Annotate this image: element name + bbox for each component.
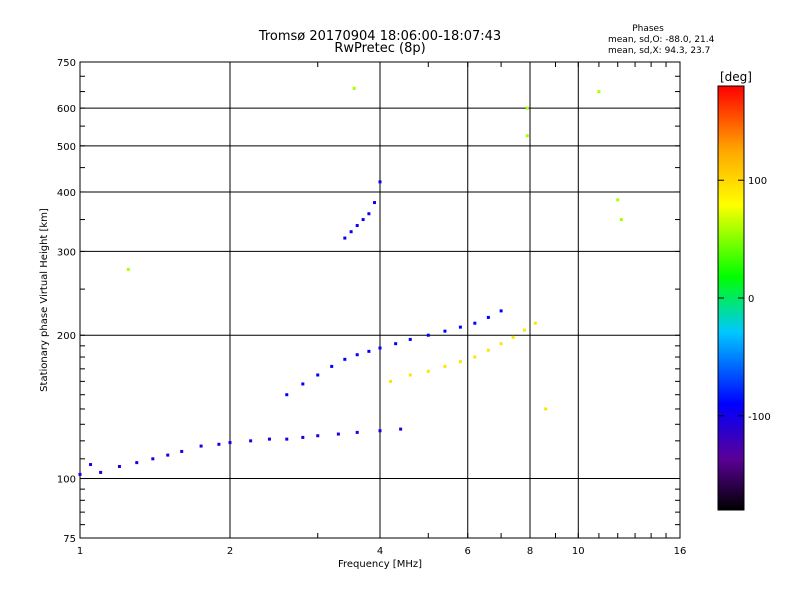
data-point: [525, 134, 529, 138]
data-point: [316, 434, 320, 438]
data-point: [399, 427, 403, 431]
data-point: [117, 464, 121, 468]
data-point: [511, 335, 515, 339]
y-tick-label: 300: [57, 247, 76, 258]
data-point: [486, 315, 490, 319]
data-point: [426, 333, 430, 337]
data-point: [285, 393, 289, 397]
y-tick-label: 200: [57, 331, 76, 342]
x-axis-label: Frequency [MHz]: [338, 559, 422, 570]
x-tick-label: 8: [527, 546, 533, 557]
data-point: [616, 198, 620, 202]
data-point: [523, 328, 527, 332]
x-tick-label: 16: [674, 546, 687, 557]
y-tick-label: 500: [57, 142, 76, 153]
data-point: [151, 457, 155, 461]
y-tick-label: 600: [57, 104, 76, 115]
y-tick-label: 100: [57, 475, 76, 486]
data-point: [228, 441, 232, 445]
data-point: [78, 472, 82, 476]
data-point: [355, 430, 359, 434]
data-point: [166, 453, 170, 457]
data-point: [361, 218, 365, 222]
data-point: [330, 364, 334, 368]
y-tick-label: 400: [57, 188, 76, 199]
data-point: [343, 236, 347, 240]
x-tick-label: 2: [227, 546, 233, 557]
data-point: [343, 357, 347, 361]
data-point: [619, 218, 623, 222]
phase-info-x: mean, sd,X: 94.3, 23.7: [608, 46, 710, 56]
phase-info-heading: Phases: [632, 24, 664, 34]
data-point: [499, 342, 503, 346]
chart-subtitle: RwPretec (8p): [334, 41, 425, 56]
data-point: [135, 461, 139, 465]
colorbar-ticks: 100 0 -100: [718, 176, 771, 423]
data-point: [367, 212, 371, 216]
data-point: [378, 429, 382, 433]
data-points: [78, 86, 623, 476]
data-point: [316, 373, 320, 377]
data-point: [458, 325, 462, 329]
data-point: [597, 90, 601, 94]
data-point: [285, 437, 289, 441]
axis-ticks: 1 2 4 6 8 10 16 75 100 200 300 400 500 600 750: [57, 58, 686, 557]
x-tick-label: 4: [377, 546, 383, 557]
chart-title: Tromsø 20170904 18:06:00-18:07:43: [258, 29, 501, 44]
x-tick-label: 10: [572, 546, 585, 557]
data-point: [99, 470, 103, 474]
data-point: [394, 342, 398, 346]
data-point: [486, 348, 490, 352]
data-point: [126, 267, 130, 271]
data-point: [367, 349, 371, 353]
phase-info-o: mean, sd,O: -88.0, 21.4: [608, 35, 715, 45]
data-point: [389, 379, 393, 383]
grid-lines: [80, 62, 680, 538]
y-tick-label: 750: [57, 58, 76, 69]
y-tick-label: 75: [63, 534, 76, 545]
data-point: [378, 180, 382, 184]
colorbar-tick-label: 0: [748, 294, 754, 305]
data-point: [458, 360, 462, 364]
data-point: [180, 449, 184, 453]
data-point: [443, 364, 447, 368]
data-point: [355, 353, 359, 357]
data-point: [352, 86, 356, 90]
data-point: [473, 355, 477, 359]
colorbar-tick-label: 100: [748, 176, 767, 187]
data-point: [499, 309, 503, 313]
y-axis-label: Stationary phase Virtual Height [km]: [39, 208, 50, 392]
data-point: [378, 346, 382, 350]
data-point: [249, 439, 253, 443]
data-point: [336, 432, 340, 436]
data-point: [408, 373, 412, 377]
data-point: [199, 444, 203, 448]
colorbar-tick-label: -100: [748, 412, 771, 423]
data-point: [408, 337, 412, 341]
x-tick-label: 6: [465, 546, 471, 557]
data-point: [355, 224, 359, 228]
data-point: [217, 442, 221, 446]
data-point: [525, 106, 529, 110]
data-point: [426, 369, 430, 373]
data-point: [533, 321, 537, 325]
data-point: [267, 437, 271, 441]
x-tick-label: 1: [77, 546, 83, 557]
colorbar-label: [deg]: [720, 70, 752, 84]
data-point: [349, 230, 353, 234]
data-point: [373, 201, 377, 205]
data-point: [301, 435, 305, 439]
data-point: [89, 463, 93, 467]
data-point: [473, 321, 477, 325]
data-point: [443, 329, 447, 333]
data-point: [301, 382, 305, 386]
data-point: [544, 407, 548, 411]
